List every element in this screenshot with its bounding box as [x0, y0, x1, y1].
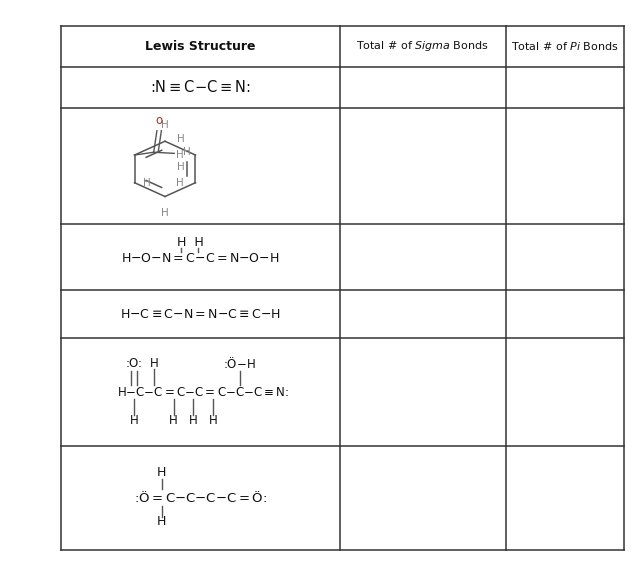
Text: :O:: :O:: [125, 357, 143, 370]
Text: H: H: [209, 414, 218, 427]
Text: H: H: [183, 147, 191, 156]
Text: Total # of $\mathbf{\mathit{Pi}}$ Bonds: Total # of $\mathbf{\mathit{Pi}}$ Bonds: [511, 40, 619, 52]
Text: H: H: [157, 515, 166, 528]
Text: H$-$O$-$N$=$C$-$C$=$N$-$O$-$H: H$-$O$-$N$=$C$-$C$=$N$-$O$-$H: [121, 252, 280, 265]
Text: Lewis Structure: Lewis Structure: [145, 40, 255, 53]
Text: H  H: H H: [177, 236, 204, 249]
Text: H: H: [176, 177, 184, 188]
Text: H: H: [161, 208, 169, 218]
Text: H: H: [189, 414, 198, 427]
Text: H: H: [176, 150, 184, 160]
Text: :Ö$-$H: :Ö$-$H: [223, 356, 256, 371]
Text: H: H: [149, 357, 158, 370]
Text: H: H: [169, 414, 178, 427]
Text: H: H: [177, 134, 185, 143]
Text: H$-$C$-$C$=$C$-$C$=$C$-$C$-$C$\equiv$N:: H$-$C$-$C$=$C$-$C$=$C$-$C$-$C$\equiv$N:: [117, 386, 289, 399]
Text: o: o: [156, 115, 163, 127]
Text: :N$\equiv$C$-$C$\equiv$N:: :N$\equiv$C$-$C$\equiv$N:: [150, 79, 250, 95]
Text: H: H: [177, 162, 185, 172]
Text: H$-$C$\equiv$C$-$N$=$N$-$C$\equiv$C$-$H: H$-$C$\equiv$C$-$N$=$N$-$C$\equiv$C$-$H: [120, 308, 281, 321]
Text: H: H: [157, 467, 166, 479]
Text: H: H: [161, 120, 169, 130]
Text: Total # of $\mathbf{\mathit{Sigma}}$ Bonds: Total # of $\mathbf{\mathit{Sigma}}$ Bon…: [356, 39, 489, 53]
Text: H: H: [143, 177, 150, 188]
Text: :Ö$=$C$-$C$-$C$-$C$=$Ö:: :Ö$=$C$-$C$-$C$-$C$=$Ö:: [134, 490, 267, 505]
Text: H: H: [129, 414, 138, 427]
